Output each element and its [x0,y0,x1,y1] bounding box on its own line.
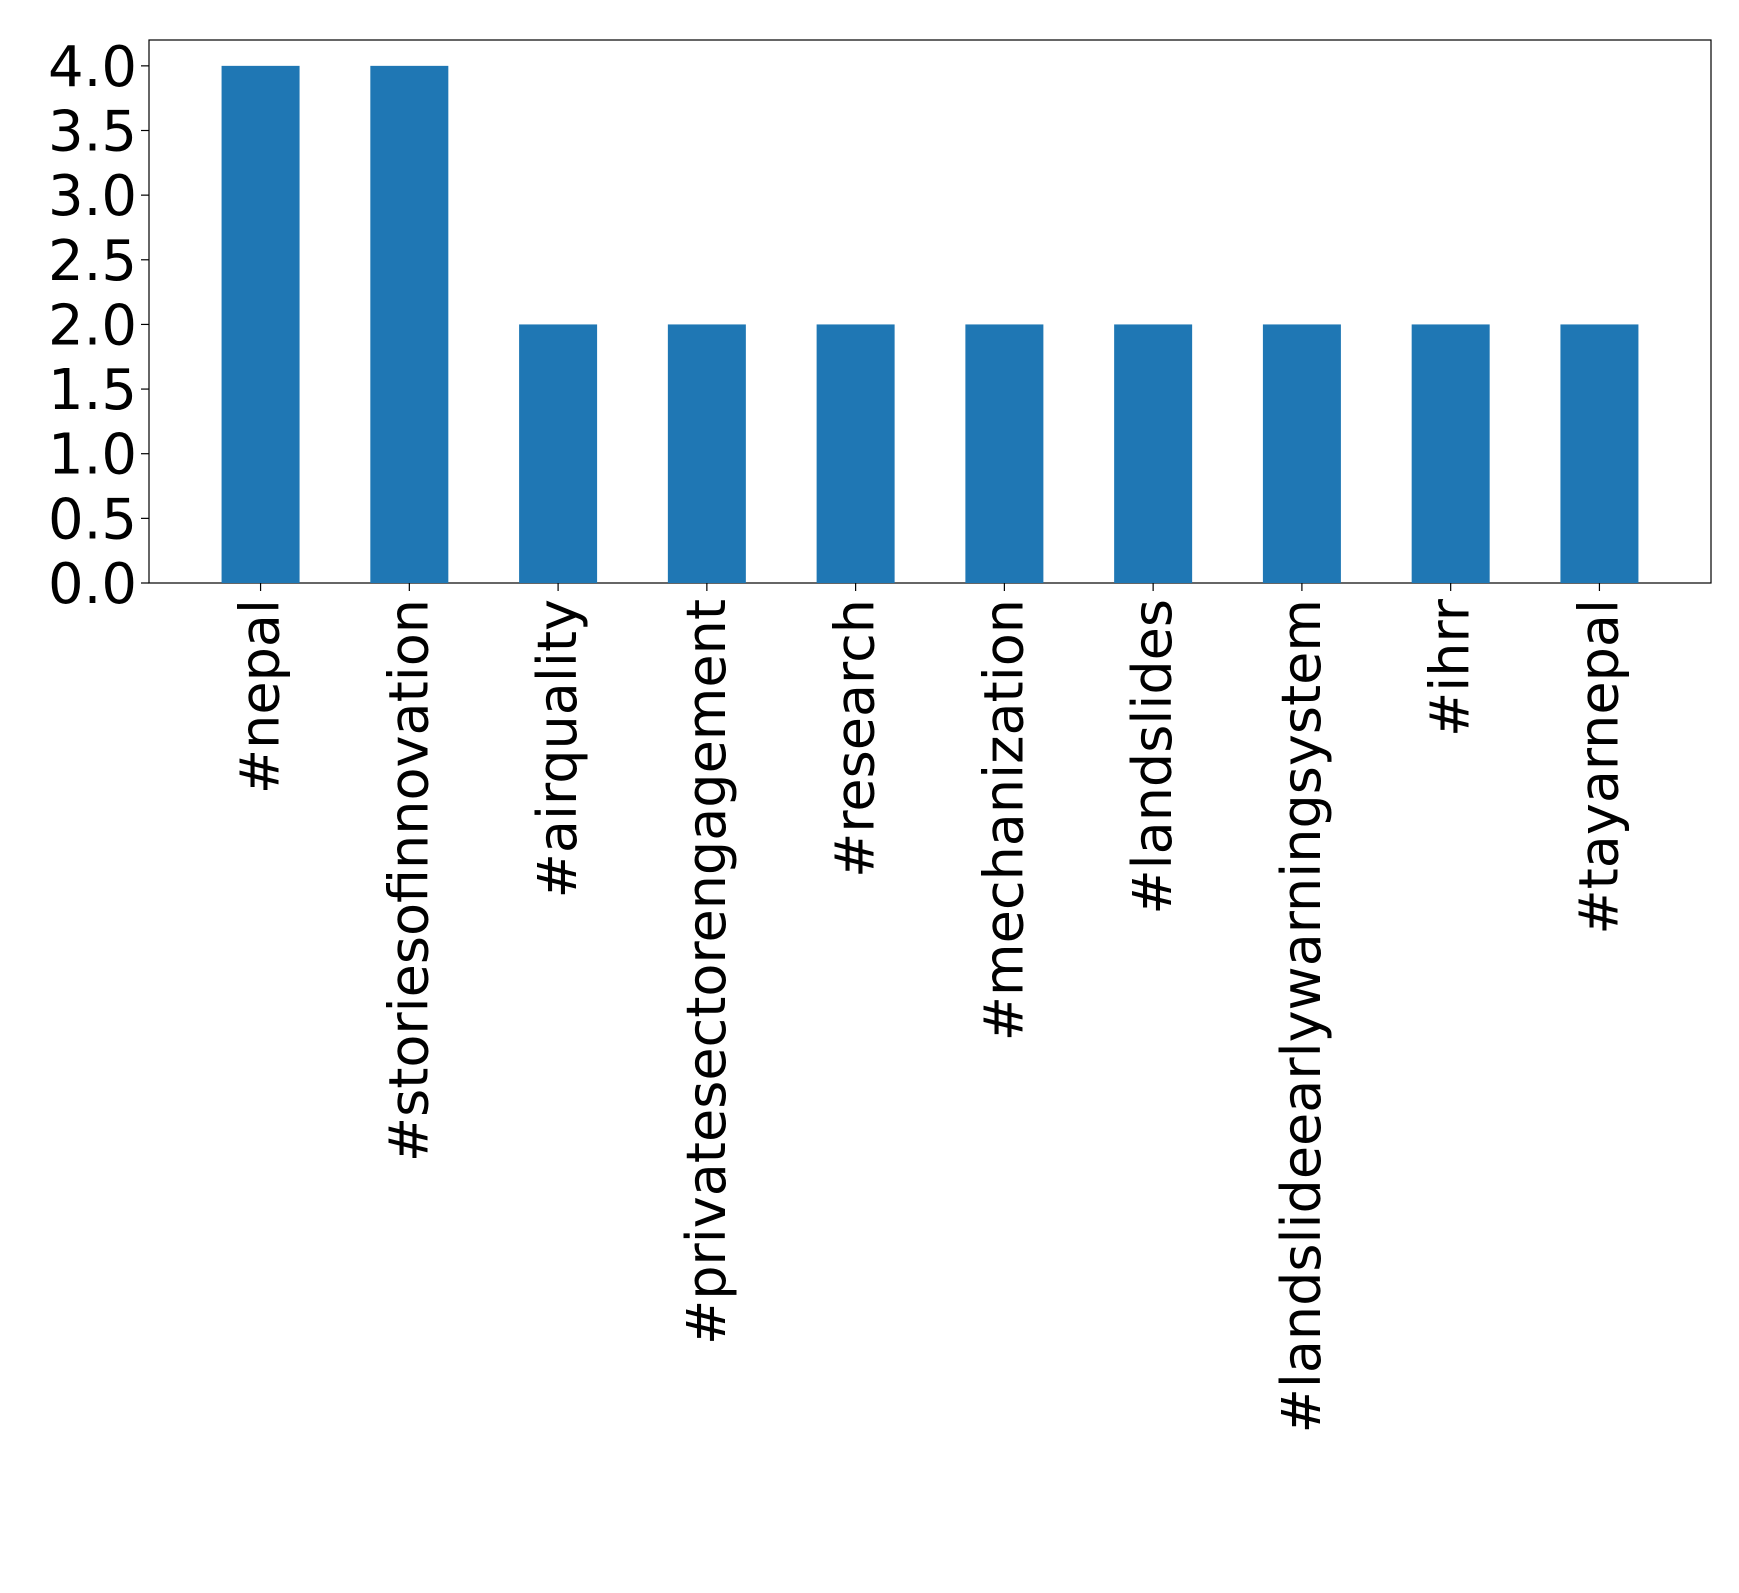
bar-landslideearlywarningsystem [1262,324,1341,583]
y-tick-label: 3.5 [48,100,137,165]
x-tick-label: #landslideearlywarningsystem [1270,599,1333,1433]
bar-mechanization [965,324,1044,583]
bar-research [816,324,895,583]
x-axis: #nepal #storiesofinnovation #airquality #pr… [229,583,1630,1433]
y-tick-label: 2.5 [48,229,137,294]
plot-area [148,39,1712,584]
bar-storiesofinnovation [370,65,449,584]
y-tick-label: 4.0 [48,35,137,100]
bar-tayarnepal [1560,324,1639,583]
y-tick-label: 0.5 [48,487,137,552]
bar-airquality [519,324,598,583]
x-tick-label: #storiesofinnovation [377,599,440,1162]
plot-frame [148,39,1712,584]
x-tick-label: #landslides [1121,599,1184,915]
bar-nepal [221,65,300,584]
x-tick-label: #airquality [526,599,589,898]
x-tick-label: #privatesectorengagement [675,599,738,1345]
bar-ihrr [1411,324,1490,583]
x-tick-label: #mechanization [972,599,1035,1041]
y-axis: 0.00.51.01.52.02.53.03.54.0 [48,35,149,617]
y-tick-label: 3.0 [48,164,137,229]
bars-group [221,65,1639,584]
y-tick-label: 0.0 [48,552,137,617]
bar-landslides [1114,324,1193,583]
y-tick-label: 2.0 [48,293,137,358]
y-tick-label: 1.0 [48,423,137,488]
x-tick-label: #ihrr [1419,598,1482,737]
x-tick-label: #nepal [229,599,292,794]
y-tick-label: 1.5 [48,358,137,423]
bar-privatesectorengagement [667,324,746,583]
x-tick-label: #research [824,599,887,878]
x-tick-label: #tayarnepal [1567,599,1630,935]
